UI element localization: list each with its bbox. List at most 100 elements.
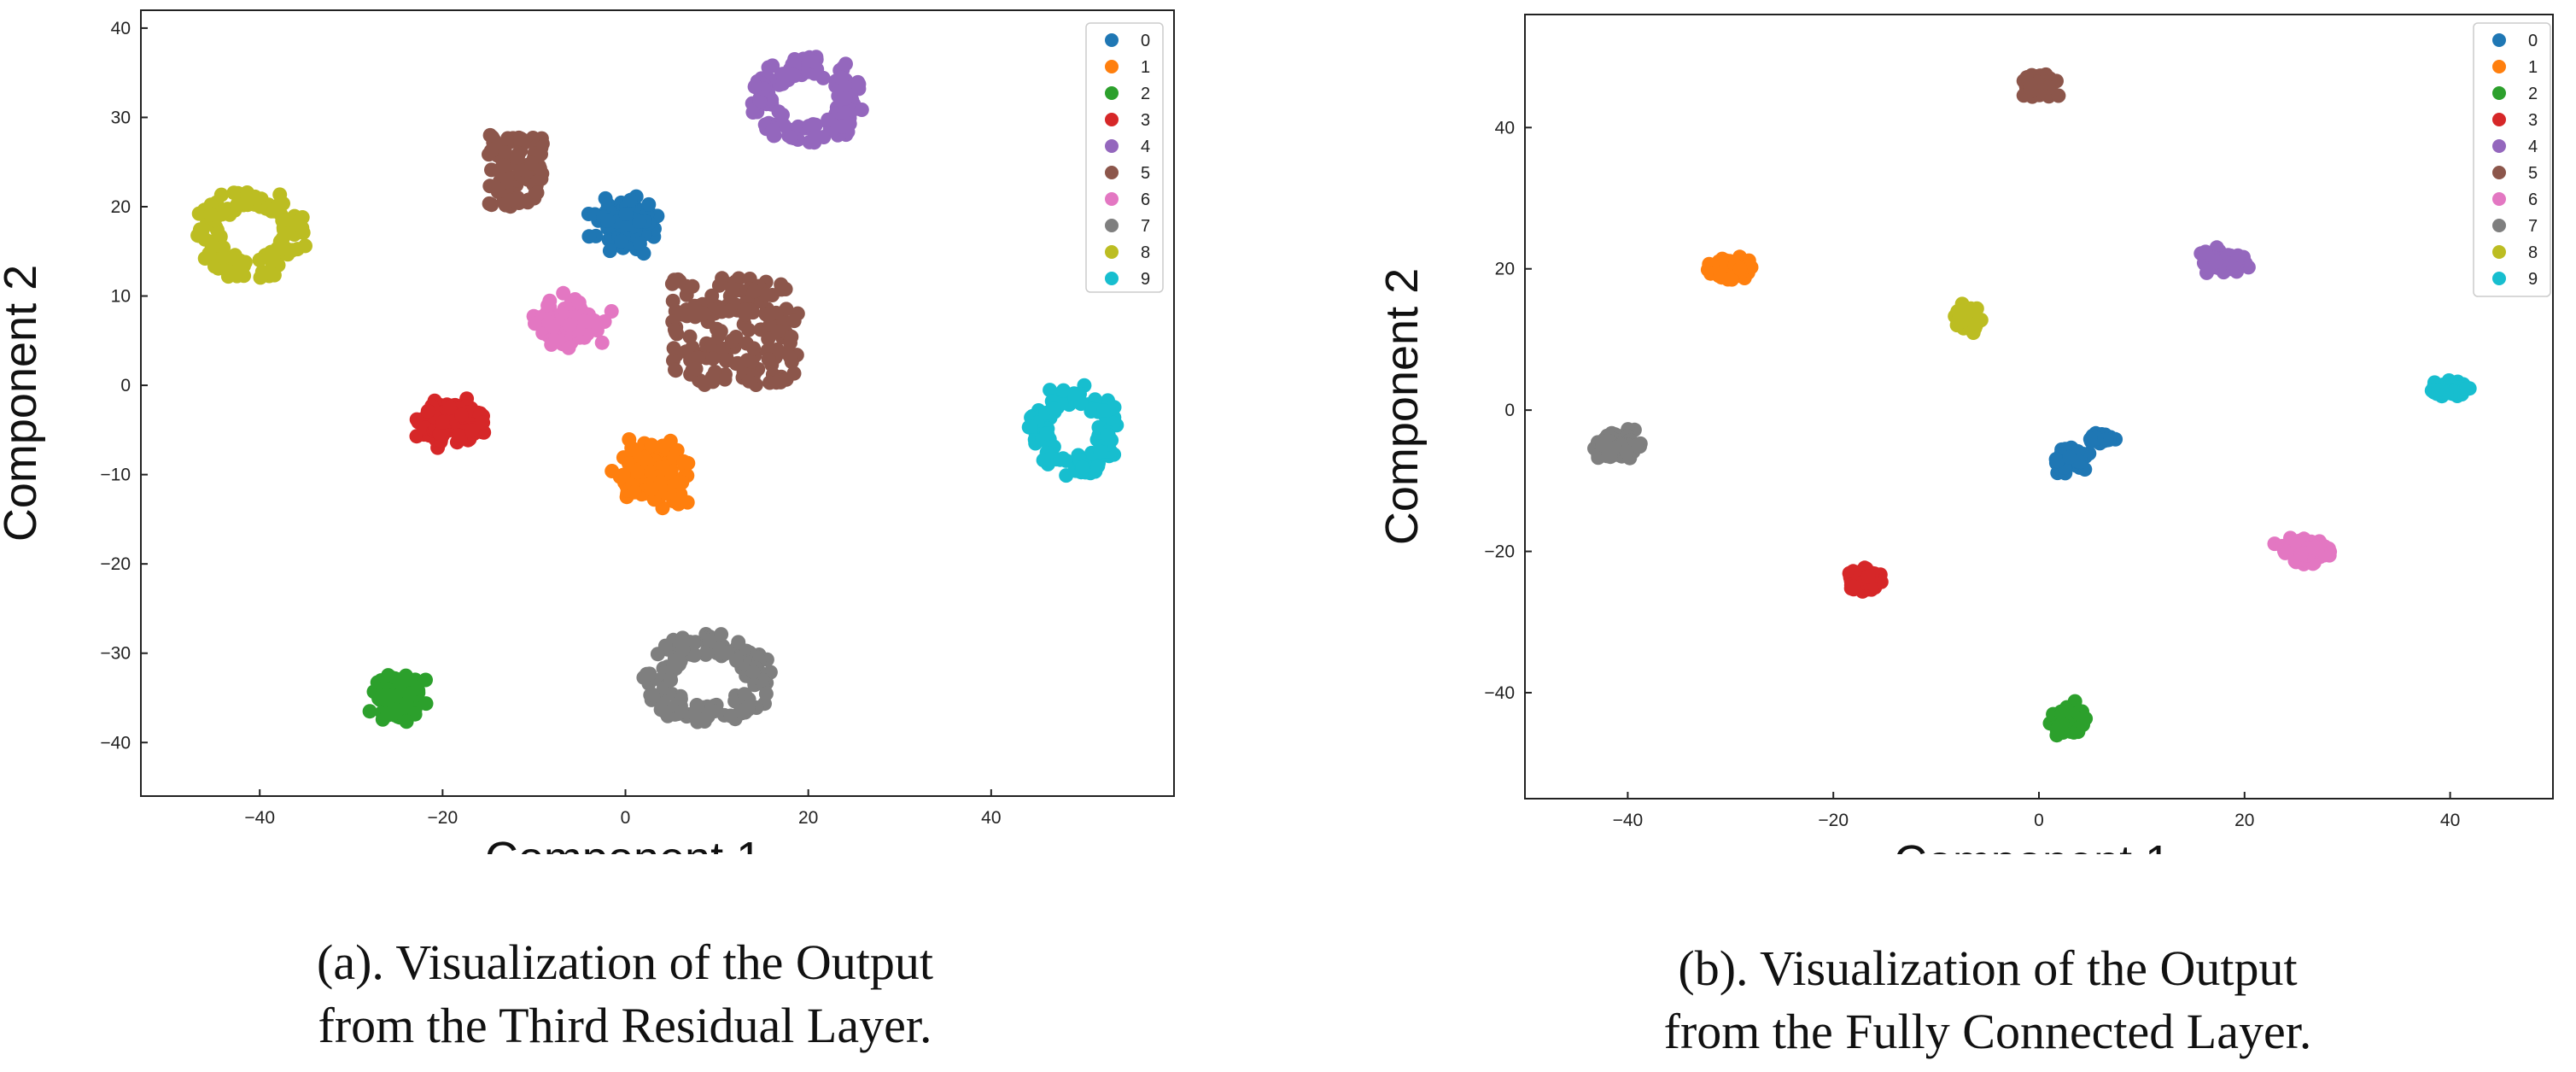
point-a-1 — [653, 474, 669, 489]
scatter-points-b — [1587, 67, 2477, 743]
point-a-3 — [476, 415, 491, 431]
point-a-0 — [602, 243, 617, 259]
point-a-5 — [687, 298, 702, 313]
point-a-5 — [769, 342, 785, 357]
point-a-6 — [556, 285, 571, 301]
point-a-4 — [748, 79, 762, 94]
point-a-9 — [1101, 428, 1116, 442]
point-a-4 — [745, 105, 761, 120]
legend-label-b-3: 3 — [2528, 111, 2538, 130]
y-tick-label-b: 0 — [1504, 401, 1515, 420]
legend-label-b-9: 9 — [2528, 270, 2538, 289]
legend-b: 0 1 2 3 4 5 6 7 8 9 — [2473, 22, 2551, 297]
legend-marker-a-0 — [1105, 33, 1119, 47]
legend-marker-b-1 — [2492, 60, 2506, 73]
point-a-5 — [490, 185, 505, 199]
caption-b-line1: (b). Visualization of the Output — [1678, 940, 2298, 996]
point-a-0 — [600, 213, 616, 228]
point-b-5 — [2023, 76, 2038, 91]
point-a-6 — [561, 340, 576, 355]
point-a-7 — [666, 657, 681, 672]
point-a-5 — [779, 372, 794, 387]
point-b-5 — [2051, 88, 2066, 103]
point-a-4 — [805, 54, 821, 69]
point-a-5 — [761, 331, 776, 347]
point-a-5 — [705, 351, 721, 366]
legend-marker-b-7 — [2492, 219, 2506, 232]
point-a-4 — [784, 130, 799, 145]
point-a-5 — [746, 341, 762, 356]
legend-label-b-0: 0 — [2528, 32, 2538, 50]
x-tick-label-b: 20 — [2234, 811, 2254, 830]
point-a-5 — [746, 284, 762, 299]
point-a-4 — [752, 94, 768, 109]
point-a-1 — [675, 475, 690, 490]
y-tick-label-b: −20 — [1484, 542, 1515, 562]
series-a-2 — [362, 668, 434, 729]
point-a-3 — [435, 414, 450, 430]
point-a-5 — [688, 361, 704, 377]
point-b-4 — [2225, 261, 2240, 276]
series-b-2 — [2042, 694, 2094, 743]
point-a-7 — [714, 627, 729, 642]
point-a-5 — [534, 147, 548, 161]
point-a-5 — [687, 309, 703, 325]
point-a-9 — [1046, 401, 1061, 417]
series-b-5 — [2016, 67, 2066, 104]
point-a-5 — [669, 325, 683, 340]
series-a-7 — [636, 627, 778, 729]
point-a-5 — [482, 127, 498, 143]
legend-marker-b-6 — [2492, 192, 2506, 206]
point-b-4 — [2208, 255, 2223, 269]
point-a-5 — [668, 363, 683, 378]
legend-label-a-7: 7 — [1141, 217, 1150, 236]
legend-marker-a-8 — [1105, 245, 1119, 259]
x-tick-label-a: −20 — [428, 808, 459, 828]
x-tick-label-b: 0 — [2034, 811, 2044, 830]
y-tick-label-a: −40 — [100, 733, 131, 753]
point-b-6 — [2293, 547, 2309, 562]
legend-marker-b-9 — [2492, 272, 2506, 285]
point-a-7 — [687, 647, 703, 663]
point-a-7 — [745, 665, 761, 680]
series-a-1 — [605, 432, 696, 516]
legend-marker-b-5 — [2492, 166, 2506, 179]
point-a-7 — [645, 688, 661, 702]
legend-a: 0 1 2 3 4 5 6 7 8 9 — [1085, 22, 1164, 293]
y-tick-label-b: 40 — [1495, 118, 1515, 138]
point-a-5 — [716, 341, 731, 356]
point-a-2 — [362, 704, 377, 719]
legend-marker-b-0 — [2492, 33, 2506, 47]
y-tick-label-a: 40 — [111, 19, 131, 38]
point-a-9 — [1023, 419, 1038, 434]
point-a-5 — [682, 329, 698, 344]
series-b-7 — [1587, 422, 1648, 466]
point-b-2 — [2054, 716, 2070, 731]
point-a-0 — [581, 229, 597, 244]
point-a-8 — [255, 267, 271, 282]
legend-marker-a-2 — [1105, 86, 1119, 100]
series-a-4 — [745, 50, 869, 150]
x-tick-label-a: −40 — [244, 808, 275, 828]
y-tick-label-a: −10 — [100, 466, 131, 485]
point-a-5 — [770, 324, 786, 339]
point-a-5 — [666, 341, 681, 356]
point-a-9 — [1036, 453, 1051, 468]
x-tick-label-a: 20 — [798, 808, 818, 828]
point-a-9 — [1039, 426, 1054, 442]
legend-marker-b-4 — [2492, 139, 2506, 153]
point-b-1 — [1744, 260, 1759, 275]
series-a-8 — [190, 185, 313, 285]
point-a-7 — [723, 708, 739, 723]
legend-label-a-1: 1 — [1141, 58, 1150, 77]
legend-marker-a-9 — [1105, 272, 1119, 285]
legend-marker-b-8 — [2492, 245, 2506, 259]
point-a-5 — [691, 350, 706, 366]
legend-label-b-2: 2 — [2528, 85, 2538, 103]
point-a-5 — [685, 278, 700, 294]
point-a-4 — [791, 119, 806, 134]
y-tick-label-a: −30 — [100, 644, 131, 664]
legend-label-a-8: 8 — [1141, 243, 1150, 262]
point-b-9 — [2431, 383, 2445, 398]
point-a-8 — [266, 267, 282, 283]
